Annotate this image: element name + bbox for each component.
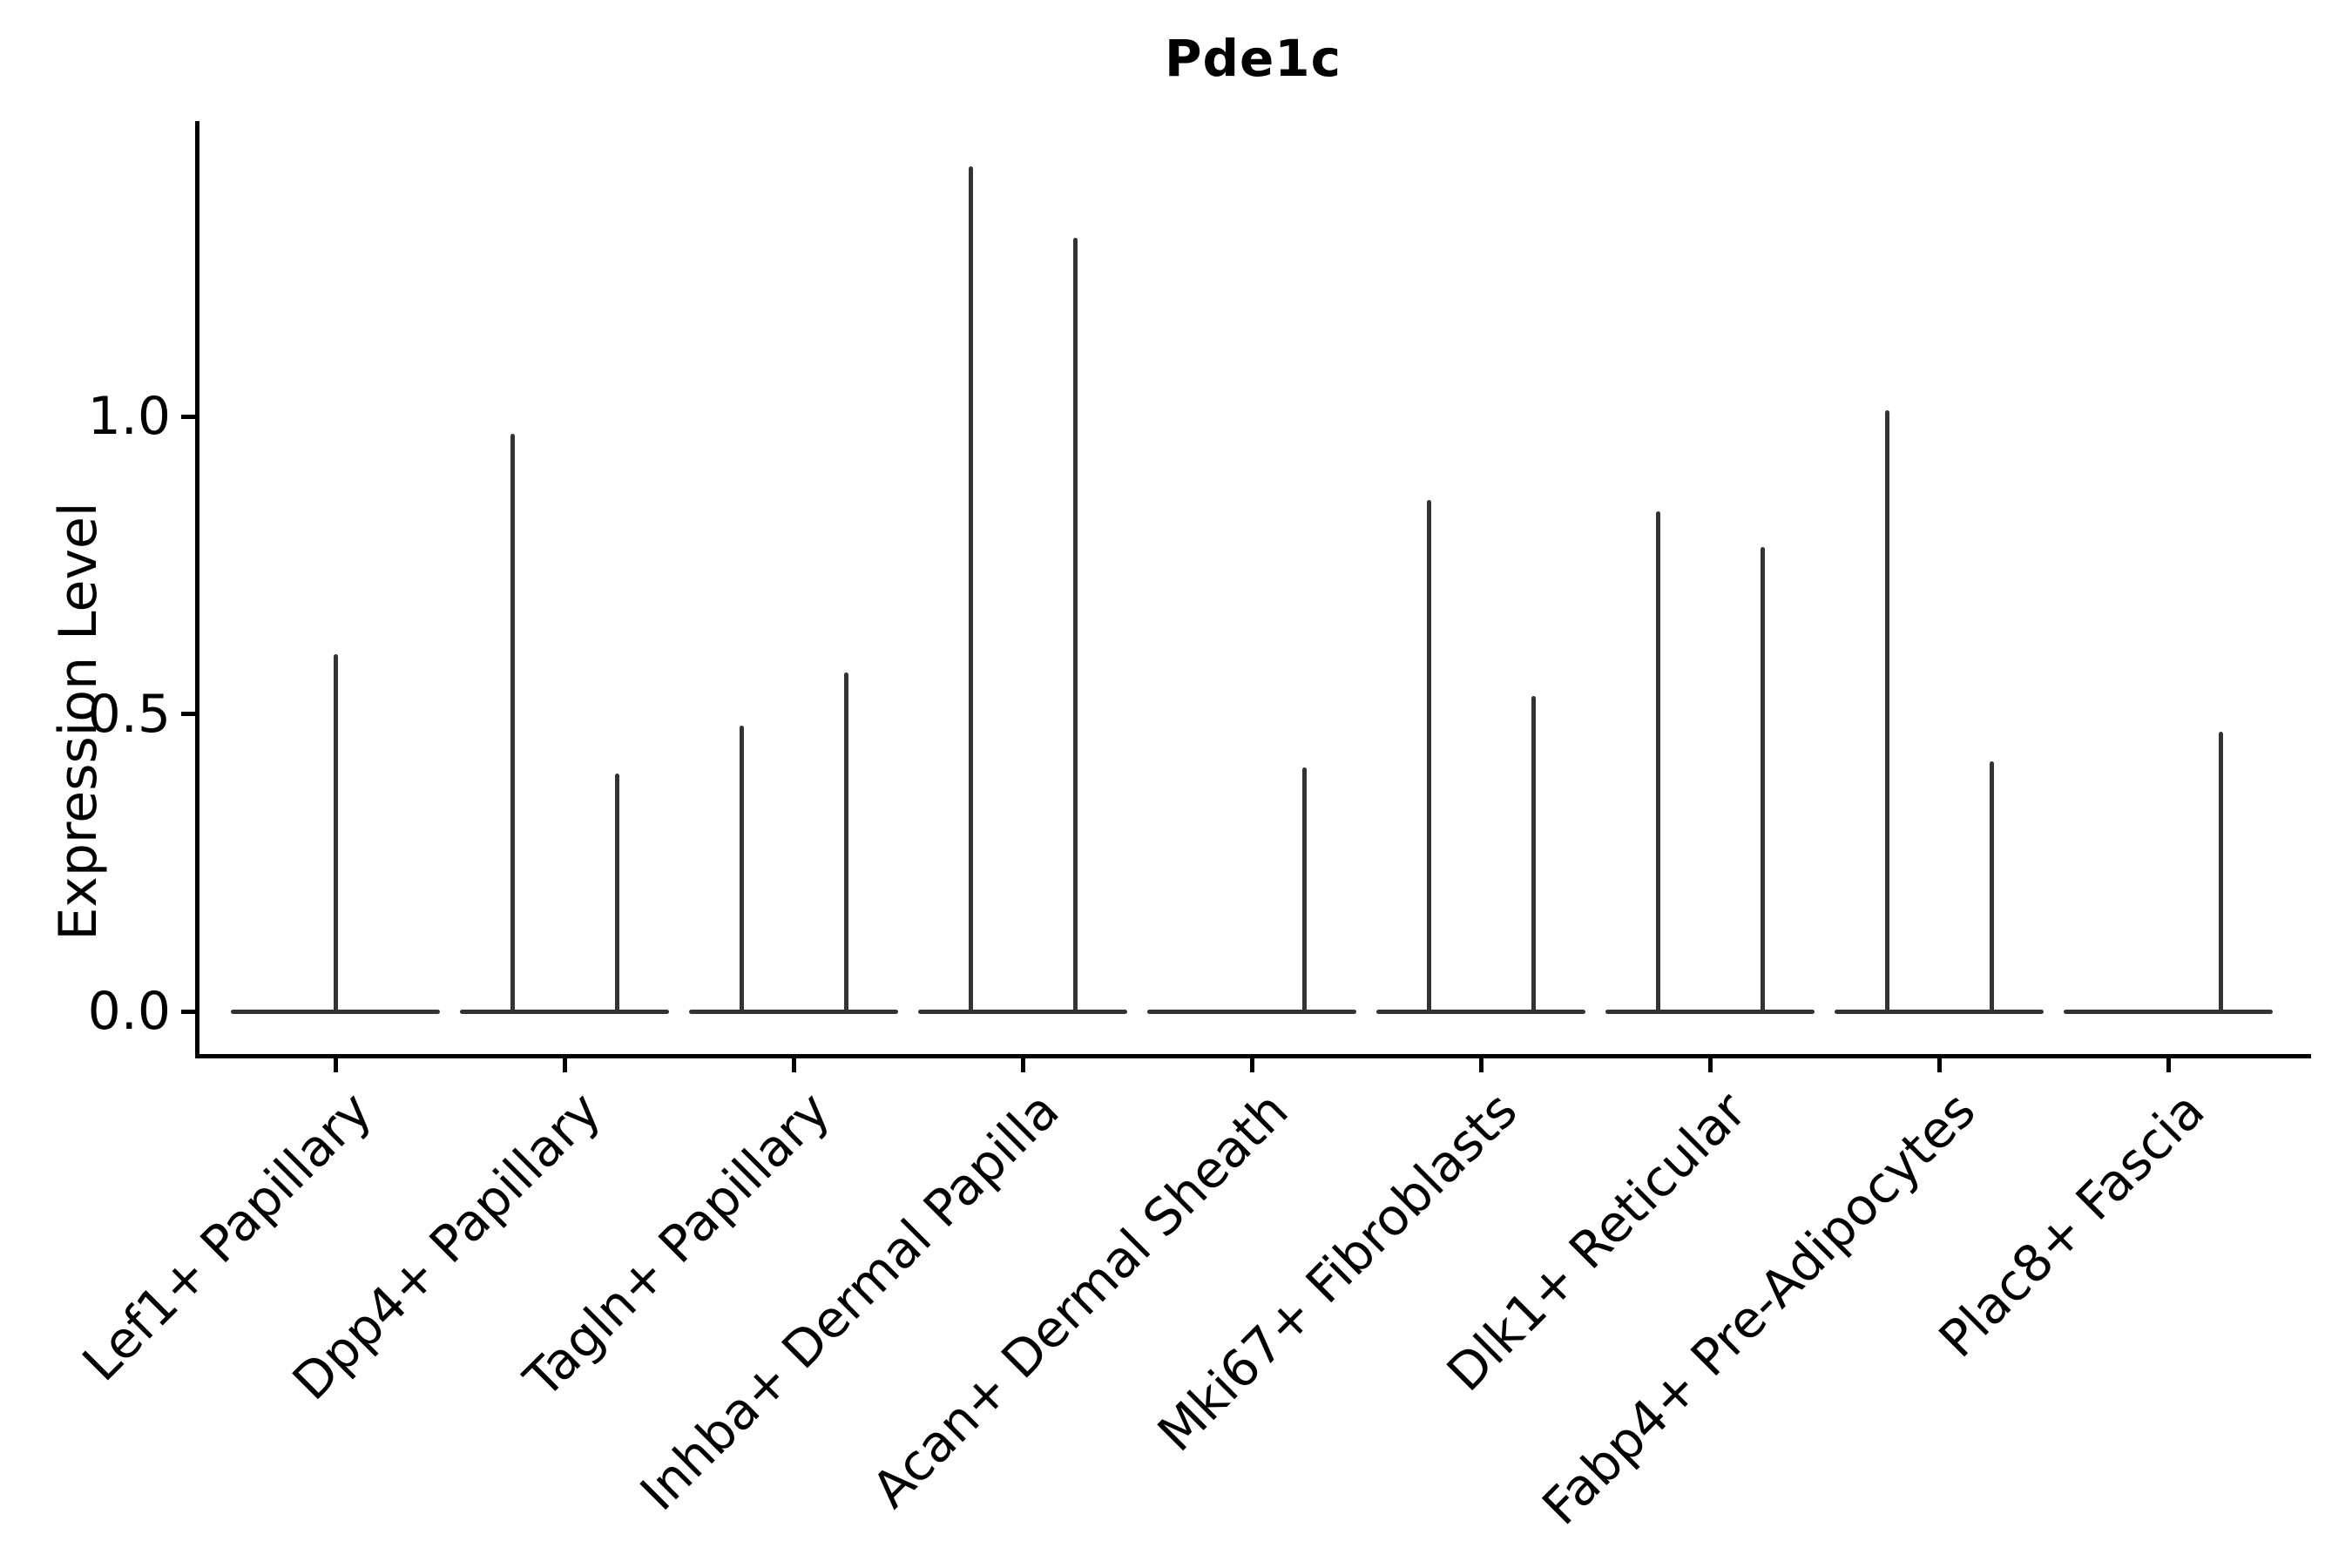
violin-spike [333, 654, 338, 1011]
violin-spike [739, 726, 744, 1011]
chart-title: Pde1c [1164, 29, 1342, 88]
x-tick-mark [2166, 1058, 2171, 1072]
violin-baseline [918, 1009, 1127, 1014]
violin-baseline [1605, 1009, 1815, 1014]
y-tick-label: 1.0 [87, 386, 171, 447]
y-tick-label: 0.5 [87, 683, 171, 745]
violin-spike [1426, 499, 1431, 1011]
x-tick-mark [562, 1058, 567, 1072]
x-tick-mark [333, 1058, 338, 1072]
violin-baseline [460, 1009, 669, 1014]
y-tick-label: 0.0 [87, 981, 171, 1042]
violin-baseline [1147, 1009, 1356, 1014]
x-tick-mark [1020, 1058, 1025, 1072]
x-tick-mark [1478, 1058, 1484, 1072]
violin-spike [1989, 761, 1994, 1011]
violin-baseline [231, 1009, 440, 1014]
x-tick-mark [1249, 1058, 1254, 1072]
violin-spike [1760, 547, 1765, 1011]
violin-spike [1072, 238, 1078, 1011]
violin-spike [510, 434, 515, 1011]
x-axis-spine [195, 1054, 2311, 1058]
violin-spike [1655, 511, 1660, 1011]
violin-baseline [1835, 1009, 2044, 1014]
violin-baseline [2064, 1009, 2273, 1014]
y-tick-mark [181, 414, 195, 419]
violin-baseline [1376, 1009, 1585, 1014]
violin-spike [1884, 410, 1889, 1011]
violin-spike [1531, 696, 1536, 1011]
violin-spike [968, 166, 973, 1011]
violin-spike [614, 773, 619, 1011]
x-tick-mark [791, 1058, 796, 1072]
x-tick-mark [1936, 1058, 1942, 1072]
y-tick-mark [181, 1009, 195, 1014]
violin-spike [2218, 731, 2223, 1011]
y-tick-mark [181, 712, 195, 716]
violin-baseline [689, 1009, 898, 1014]
violin-spike [843, 672, 848, 1011]
y-axis-spine [195, 121, 199, 1058]
x-tick-mark [1707, 1058, 1713, 1072]
violin-spike [1301, 767, 1307, 1011]
